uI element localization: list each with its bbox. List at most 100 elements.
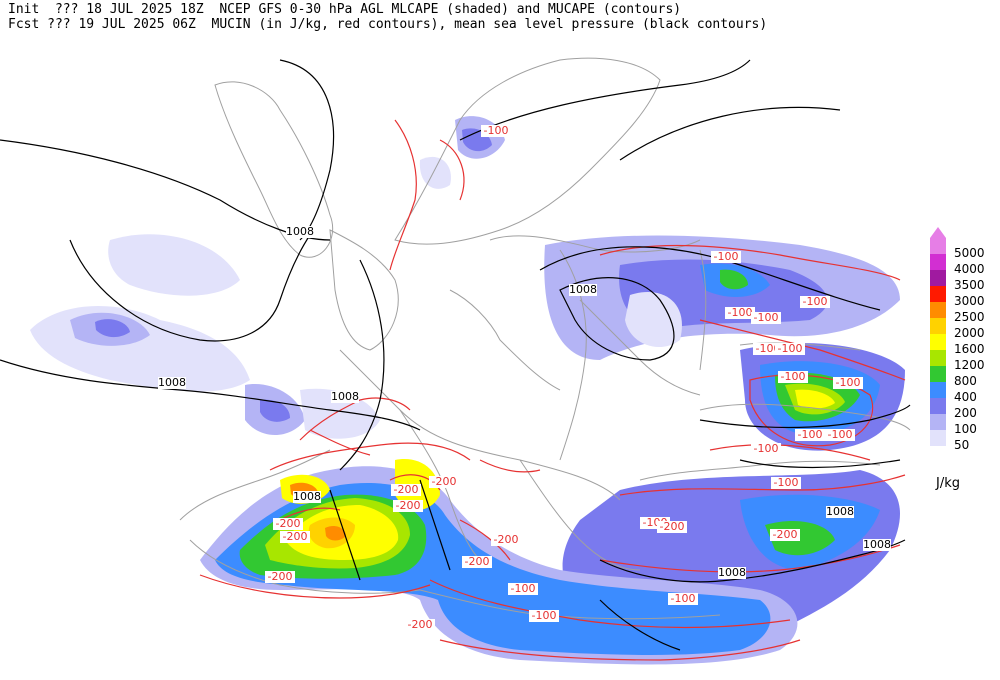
cin-label: -200 (408, 618, 433, 631)
cin-labels: -100-100-100-100 -100-100-100-100 -100-100… (265, 124, 863, 631)
pressure-label-bg (863, 539, 891, 551)
cin-label-bg (462, 556, 492, 568)
cin-label: -100 (756, 342, 781, 355)
pressure-label: 1008 (293, 490, 321, 503)
legend-level: 1600 (926, 334, 998, 356)
pressure-label: 1008 (331, 390, 359, 403)
legend-label: 1600 (954, 342, 985, 356)
header-line-fcst: Fcst ??? 19 JUL 2025 06Z MUCIN (in J/kg,… (8, 17, 768, 32)
pressure-label: 1008 (863, 538, 891, 551)
cin-label-bg (280, 531, 310, 543)
cin-label: -200 (494, 533, 519, 546)
pressure-label: 1008 (286, 225, 314, 238)
legend-units: J/kg (936, 476, 960, 491)
cin-label-bg (393, 500, 423, 512)
cin-label: -200 (283, 530, 308, 543)
cin-label-bg (825, 429, 855, 441)
cin-label: -100 (484, 124, 509, 137)
legend-swatch (930, 366, 946, 382)
cin-label-bg (508, 583, 538, 595)
legend-swatch (930, 334, 946, 350)
legend-label: 2500 (954, 310, 985, 324)
legend-level: 5000 (926, 238, 998, 260)
legend-label: 2000 (954, 326, 985, 340)
cin-label: -100 (836, 376, 861, 389)
cin-label-bg (833, 377, 863, 389)
pressure-label: 1008 (718, 566, 746, 579)
cin-label: -200 (773, 528, 798, 541)
cin-label-bg (751, 443, 781, 455)
pressure-label: 1008 (826, 505, 854, 518)
legend-level: 1200 (926, 350, 998, 372)
cin-label: -200 (465, 555, 490, 568)
cin-label-bg (429, 476, 459, 488)
legend-swatch (930, 302, 946, 318)
legend-top-arrow (930, 227, 946, 238)
cin-label-bg (800, 296, 830, 308)
cin-label-bg (771, 477, 801, 489)
legend-swatch (930, 398, 946, 414)
cin-label: -200 (660, 520, 685, 533)
legend-label: 1200 (954, 358, 985, 372)
pressure-labels: 1008 1008 1008 1008 1008 1008 1008 1008 (158, 225, 891, 579)
legend-label: 4000 (954, 262, 985, 276)
cin-label: -100 (798, 428, 823, 441)
cin-label: -200 (268, 570, 293, 583)
cin-label: -100 (532, 609, 557, 622)
cin-label-bg (668, 593, 698, 605)
cin-label: -100 (754, 311, 779, 324)
cin-label-bg (775, 343, 805, 355)
legend-label: 3500 (954, 278, 985, 292)
cin-label: -100 (728, 306, 753, 319)
cin-label-bg (751, 312, 781, 324)
legend-swatch (930, 430, 946, 446)
pressure-label-bg (293, 491, 321, 503)
legend-level: 400 (926, 382, 998, 404)
cin-label: -100 (671, 592, 696, 605)
cin-label-bg (770, 529, 800, 541)
cin-label-bg (481, 125, 511, 137)
legend-label: 800 (954, 374, 977, 388)
legend-label: 100 (954, 422, 977, 436)
cin-label-bg (778, 371, 808, 383)
cin-label-bg (273, 518, 303, 530)
cin-label: -100 (714, 250, 739, 263)
legend-swatch (930, 414, 946, 430)
legend-swatch (930, 238, 946, 254)
cin-contours (199, 119, 906, 661)
legend-level: 4000 (926, 254, 998, 276)
cin-label: -200 (394, 483, 419, 496)
pressure-label-bg (718, 567, 746, 579)
legend-level: 3500 (926, 270, 998, 292)
cin-label-bg (795, 429, 825, 441)
pressure-label: 1008 (158, 376, 186, 389)
color-legend: 5000 4000 3500 3000 2500 2000 1600 1200 800 400 20… (926, 227, 998, 452)
legend-level: 100 (926, 414, 998, 436)
legend-label: 400 (954, 390, 977, 404)
cin-label-bg (657, 521, 687, 533)
cin-label: -100 (774, 476, 799, 489)
pressure-label-bg (826, 506, 854, 518)
cin-label-bg (265, 571, 295, 583)
legend-swatch (930, 382, 946, 398)
legend-swatch (930, 286, 946, 302)
pressure-label-bg (569, 284, 597, 296)
legend-level: 2500 (926, 302, 998, 324)
cin-label: -200 (432, 475, 457, 488)
pressure-label: 1008 (569, 283, 597, 296)
cin-label-bg (725, 307, 755, 319)
header-line-init: Init ??? 18 JUL 2025 18Z NCEP GFS 0-30 h… (8, 2, 682, 17)
legend-level: 200 (926, 398, 998, 420)
cin-label: -100 (511, 582, 536, 595)
cape-shading (30, 116, 905, 665)
pressure-label-bg (158, 377, 186, 389)
legend-level: 3000 (926, 286, 998, 308)
cin-label: -100 (828, 428, 853, 441)
legend-label: 3000 (954, 294, 985, 308)
cin-label-bg (491, 534, 521, 546)
legend-swatch (930, 350, 946, 366)
legend-swatch (930, 318, 946, 334)
legend-swatch (930, 270, 946, 286)
cin-label-bg (711, 251, 741, 263)
